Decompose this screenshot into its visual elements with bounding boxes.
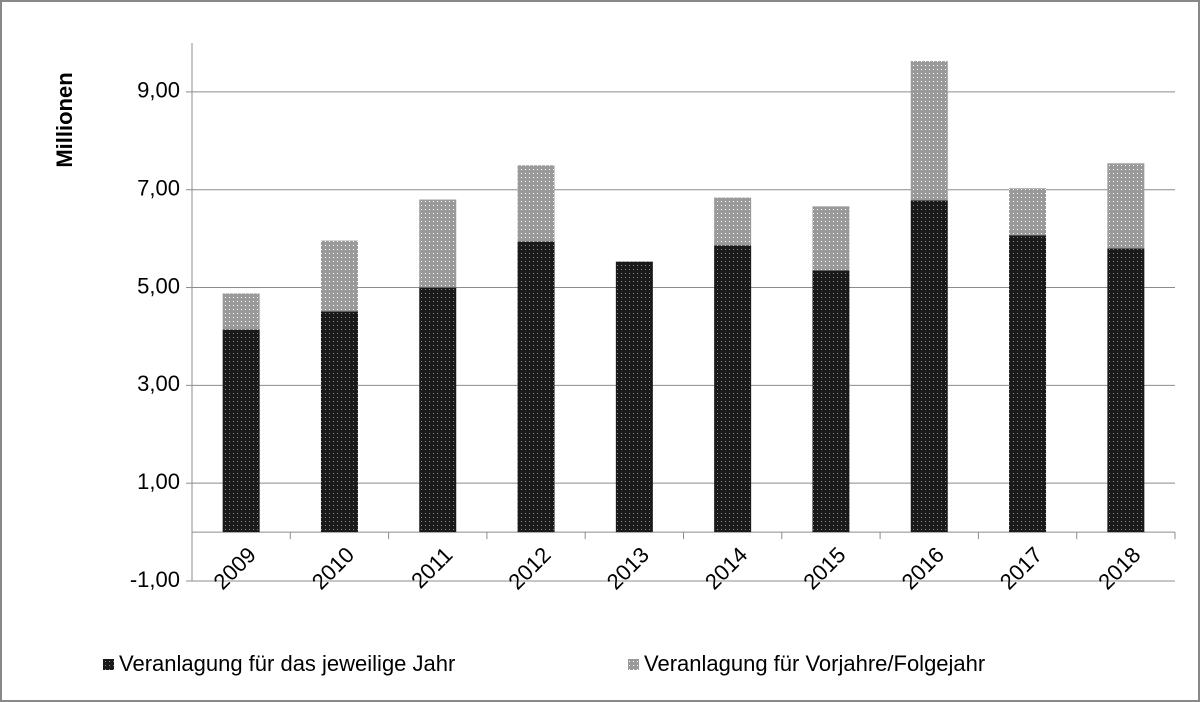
- bar-segment: [222, 293, 260, 330]
- bar-segment: [1009, 235, 1047, 533]
- y-tick-label: 9,00: [137, 78, 180, 103]
- y-tick-label: -1,00: [130, 567, 180, 592]
- y-tick-label: 7,00: [137, 176, 180, 201]
- bar-segment: [910, 61, 948, 201]
- bar-segment: [812, 270, 850, 533]
- y-axis-title: Millionen: [52, 72, 77, 167]
- bar-segment: [812, 206, 850, 271]
- bar-segment: [320, 240, 358, 312]
- bar-segment: [615, 261, 653, 533]
- y-tick-label: 5,00: [137, 273, 180, 298]
- bar-segment: [1107, 248, 1145, 533]
- y-tick-label: 3,00: [137, 371, 180, 396]
- bar-segment: [714, 245, 752, 533]
- bar-segment: [419, 287, 457, 533]
- legend-label: Veranlagung für Vorjahre/Folgejahr: [644, 651, 985, 676]
- legend-marker: [103, 659, 114, 670]
- bar-segment: [517, 165, 555, 242]
- bar-segment: [419, 199, 457, 288]
- bar-segment: [1009, 188, 1047, 236]
- bar-segment: [222, 329, 260, 533]
- legend-marker: [628, 659, 639, 670]
- legend-label: Veranlagung für das jeweilige Jahr: [119, 651, 455, 676]
- y-tick-label: 1,00: [137, 469, 180, 494]
- bar-segment: [910, 200, 948, 533]
- bar-segment: [517, 241, 555, 533]
- bar-segment: [714, 197, 752, 246]
- bar-segment: [1107, 163, 1145, 249]
- bar-segment: [320, 311, 358, 533]
